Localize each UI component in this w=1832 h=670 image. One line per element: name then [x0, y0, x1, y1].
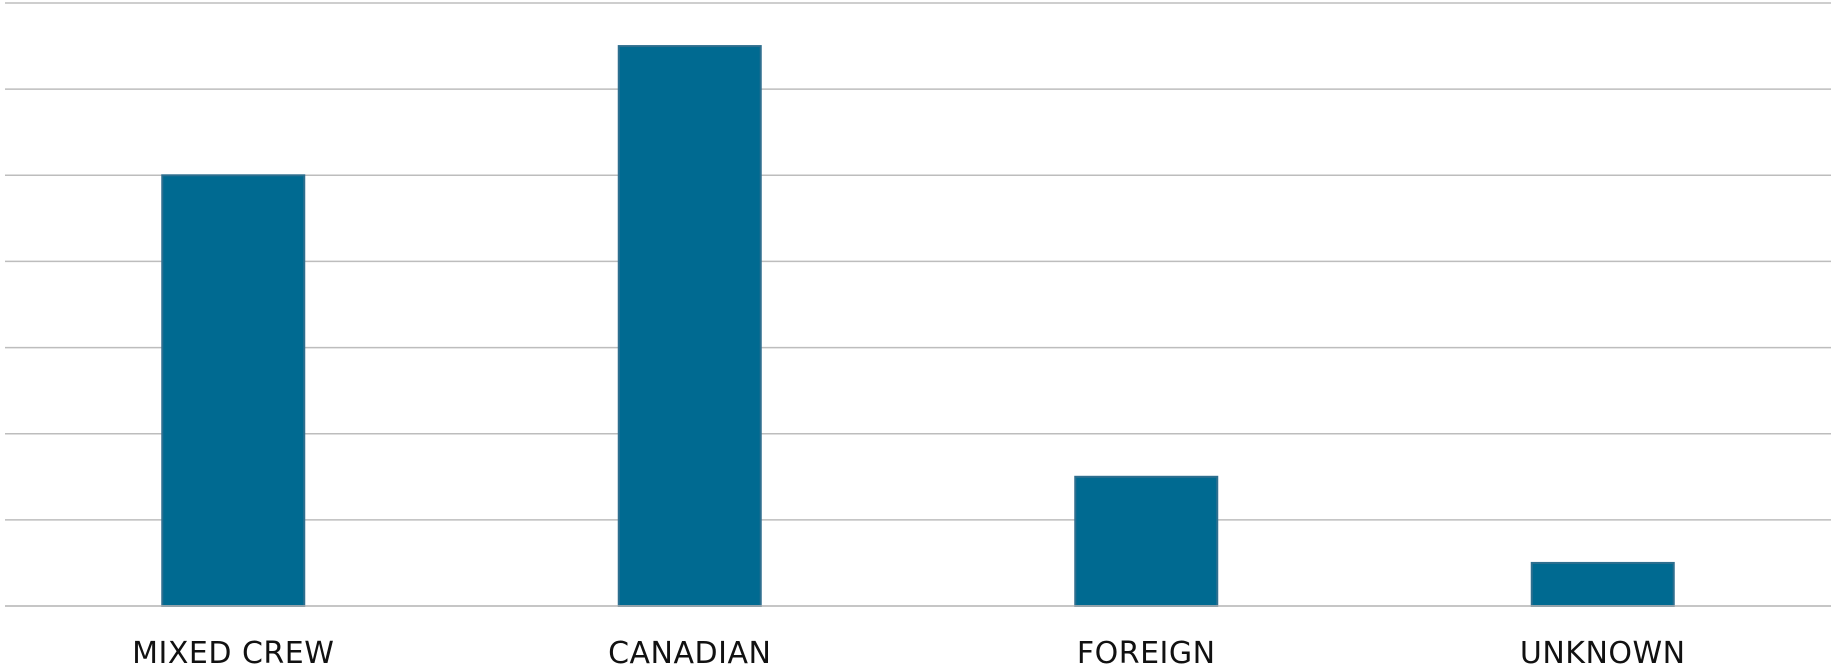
- category-labels: MIXED CREW CANADIAN FOREIGN UNKNOWN: [132, 636, 1686, 670]
- x-tick-label: UNKNOWN: [1520, 636, 1686, 670]
- bar-canadian: [617, 45, 762, 608]
- gridlines: [5, 2, 1831, 521]
- bar-foreign: [1074, 475, 1219, 607]
- x-tick-label: CANADIAN: [608, 636, 771, 670]
- x-tick-label: MIXED CREW: [132, 636, 334, 670]
- bar-mixed-crew: [161, 174, 306, 608]
- bar-unknown: [1530, 561, 1675, 608]
- x-tick-label: FOREIGN: [1077, 636, 1216, 670]
- bars: [161, 45, 1675, 608]
